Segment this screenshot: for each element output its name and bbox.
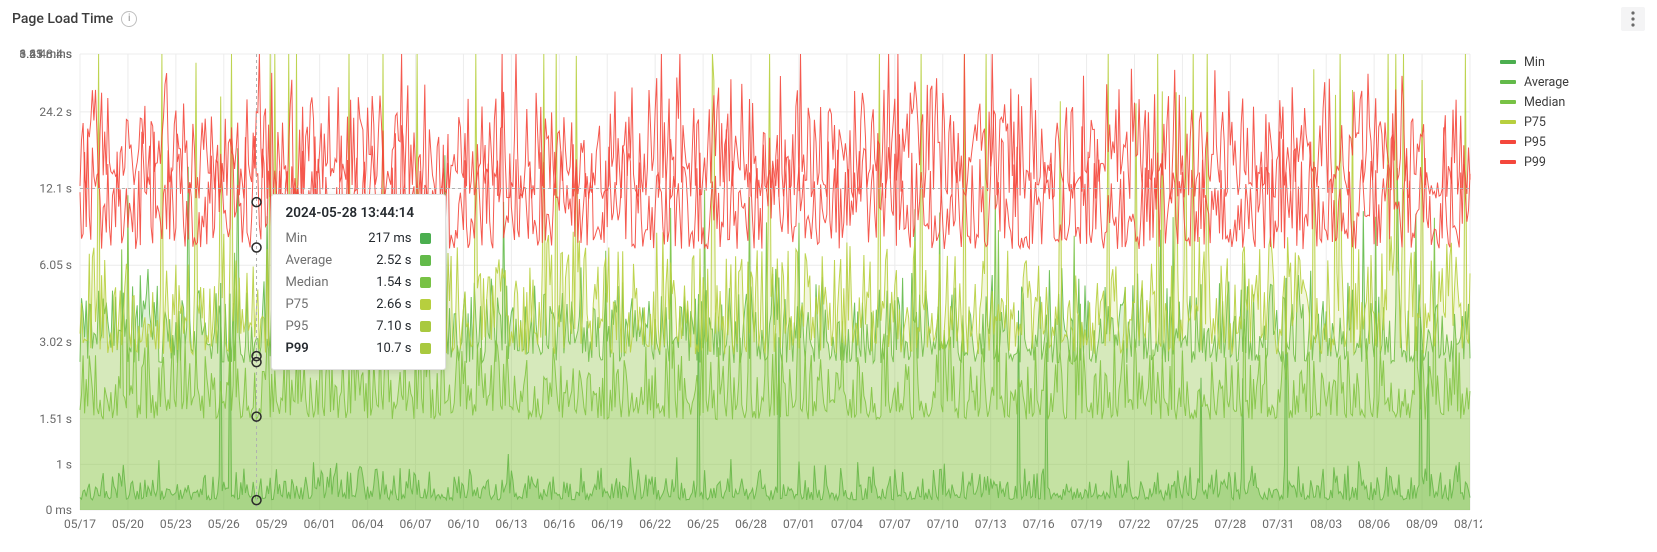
chart-area[interactable]: 0 ms1 s1.51 s3.02 s6.05 s12.1 s24.2 s48.… <box>0 32 1482 548</box>
svg-text:07/04: 07/04 <box>831 517 863 531</box>
svg-text:05/20: 05/20 <box>112 517 144 531</box>
panel-menu-button[interactable] <box>1621 7 1645 31</box>
chart-legend: Min Average Median P75 P95 P99 <box>1482 32 1657 548</box>
svg-text:07/19: 07/19 <box>1071 517 1103 531</box>
tooltip-series-label: Min <box>286 231 357 246</box>
tooltip-row: P9910.7 s <box>286 337 431 359</box>
tooltip-swatch <box>420 233 431 244</box>
svg-text:12.1 s: 12.1 s <box>39 182 72 196</box>
legend-label: Average <box>1524 75 1569 90</box>
tooltip-swatch <box>420 277 431 288</box>
svg-text:6.45 mins: 6.45 mins <box>19 47 72 61</box>
svg-text:1 s: 1 s <box>56 457 72 471</box>
info-icon[interactable]: i <box>121 11 137 27</box>
page-load-time-panel: Page Load Time i 0 ms 1 s 1.51 s 3.02 s 6.05… <box>0 0 1657 548</box>
page-load-chart[interactable]: 0 ms1 s1.51 s3.02 s6.05 s12.1 s24.2 s48.… <box>0 36 1482 552</box>
svg-text:06/04: 06/04 <box>352 517 384 531</box>
tooltip-swatch <box>420 255 431 266</box>
svg-text:07/10: 07/10 <box>927 517 959 531</box>
svg-text:06/28: 06/28 <box>735 517 767 531</box>
svg-text:07/01: 07/01 <box>783 517 815 531</box>
legend-label: Median <box>1524 95 1565 110</box>
svg-text:06/16: 06/16 <box>543 517 575 531</box>
legend-swatch <box>1500 80 1516 84</box>
tooltip-series-label: Median <box>286 275 357 290</box>
hover-tooltip: 2024-05-28 13:44:14 Min217 msAverage2.52… <box>271 194 446 370</box>
tooltip-row: P957.10 s <box>286 315 431 337</box>
kebab-icon <box>1631 11 1635 27</box>
legend-label: P99 <box>1524 155 1546 170</box>
svg-text:05/23: 05/23 <box>160 517 192 531</box>
legend-swatch <box>1500 100 1516 104</box>
legend-swatch <box>1500 160 1516 164</box>
legend-swatch <box>1500 140 1516 144</box>
svg-text:06/10: 06/10 <box>447 517 479 531</box>
legend-item[interactable]: P75 <box>1500 112 1645 132</box>
legend-item[interactable]: P99 <box>1500 152 1645 172</box>
svg-text:07/28: 07/28 <box>1214 517 1246 531</box>
tooltip-series-value: 10.7 s <box>357 341 412 356</box>
svg-text:08/09: 08/09 <box>1406 517 1438 531</box>
legend-label: P75 <box>1524 115 1546 130</box>
tooltip-series-value: 1.54 s <box>357 275 412 290</box>
legend-item[interactable]: Average <box>1500 72 1645 92</box>
svg-text:08/12: 08/12 <box>1454 517 1482 531</box>
legend-label: P95 <box>1524 135 1546 150</box>
tooltip-swatch <box>420 321 431 332</box>
svg-text:07/07: 07/07 <box>879 517 911 531</box>
legend-item[interactable]: Min <box>1500 52 1645 72</box>
panel-header: Page Load Time i <box>0 0 1657 32</box>
svg-text:3.02 s: 3.02 s <box>39 335 72 349</box>
tooltip-series-value: 2.52 s <box>357 253 412 268</box>
svg-text:05/26: 05/26 <box>208 517 240 531</box>
svg-text:05/17: 05/17 <box>64 517 96 531</box>
svg-text:07/13: 07/13 <box>975 517 1007 531</box>
svg-text:06/01: 06/01 <box>304 517 336 531</box>
svg-text:08/03: 08/03 <box>1310 517 1342 531</box>
svg-text:06/13: 06/13 <box>495 517 527 531</box>
tooltip-row: Min217 ms <box>286 227 431 249</box>
svg-text:1.51 s: 1.51 s <box>39 412 72 426</box>
svg-text:0 ms: 0 ms <box>46 503 72 517</box>
svg-text:24.2 s: 24.2 s <box>39 105 72 119</box>
panel-title: Page Load Time <box>12 11 113 27</box>
legend-swatch <box>1500 60 1516 64</box>
tooltip-series-label: P95 <box>286 319 357 334</box>
tooltip-row: Average2.52 s <box>286 249 431 271</box>
tooltip-swatch <box>420 343 431 354</box>
tooltip-series-label: P75 <box>286 297 357 312</box>
svg-text:07/22: 07/22 <box>1119 517 1151 531</box>
svg-text:07/25: 07/25 <box>1166 517 1198 531</box>
svg-text:06/07: 06/07 <box>400 517 432 531</box>
svg-text:6.05 s: 6.05 s <box>39 258 72 272</box>
svg-text:06/19: 06/19 <box>591 517 623 531</box>
tooltip-series-value: 7.10 s <box>357 319 412 334</box>
svg-text:08/06: 08/06 <box>1358 517 1390 531</box>
legend-item[interactable]: Median <box>1500 92 1645 112</box>
svg-text:07/31: 07/31 <box>1262 517 1294 531</box>
tooltip-series-label: P99 <box>286 341 357 356</box>
svg-text:05/29: 05/29 <box>256 517 288 531</box>
tooltip-row: Median1.54 s <box>286 271 431 293</box>
tooltip-series-value: 217 ms <box>357 231 412 246</box>
legend-item[interactable]: P95 <box>1500 132 1645 152</box>
svg-text:06/22: 06/22 <box>639 517 671 531</box>
svg-text:06/25: 06/25 <box>687 517 719 531</box>
svg-text:07/16: 07/16 <box>1023 517 1055 531</box>
tooltip-timestamp: 2024-05-28 13:44:14 <box>286 205 431 221</box>
tooltip-series-label: Average <box>286 253 357 268</box>
panel-body: 0 ms1 s1.51 s3.02 s6.05 s12.1 s24.2 s48.… <box>0 32 1657 548</box>
legend-label: Min <box>1524 55 1545 70</box>
legend-swatch <box>1500 120 1516 124</box>
tooltip-series-value: 2.66 s <box>357 297 412 312</box>
tooltip-swatch <box>420 299 431 310</box>
tooltip-row: P752.66 s <box>286 293 431 315</box>
